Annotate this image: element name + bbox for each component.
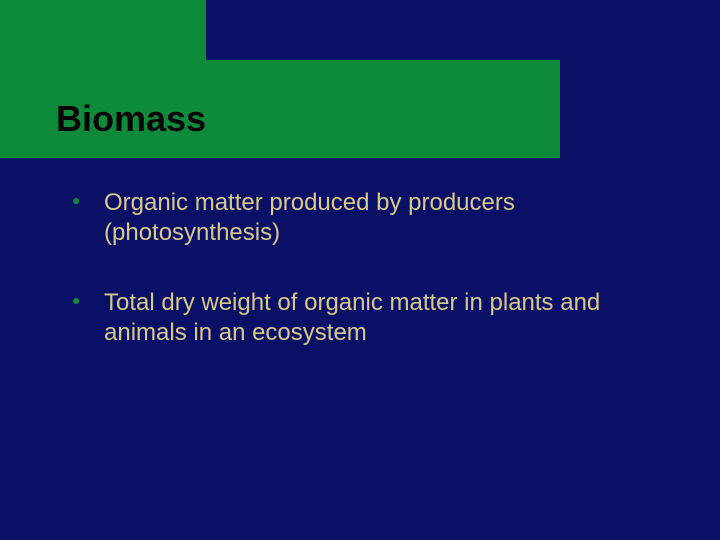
list-item-text: Total dry weight of organic matter in pl… <box>104 289 600 346</box>
header-tab-block <box>0 0 206 60</box>
list-item-text: Organic matter produced by producers (ph… <box>104 189 515 246</box>
bullet-list: Organic matter produced by producers (ph… <box>72 188 662 348</box>
list-item: Total dry weight of organic matter in pl… <box>72 288 662 348</box>
list-item: Organic matter produced by producers (ph… <box>72 188 662 248</box>
slide: Biomass Organic matter produced by produ… <box>0 0 720 540</box>
slide-title: Biomass <box>56 98 206 140</box>
